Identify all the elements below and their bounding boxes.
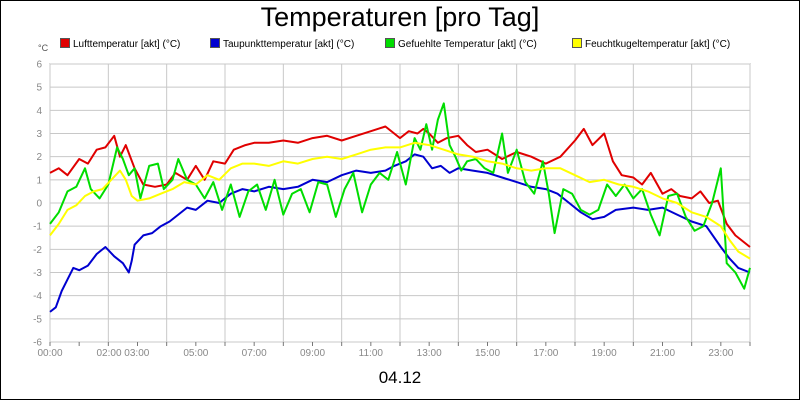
y-tick-label: -3 [33,268,42,279]
x-tick-label: 13:00 [417,348,442,359]
y-tick-label: -2 [33,245,42,256]
series-line-0 [49,125,751,248]
x-tick-label: 15:00 [475,348,500,359]
y-tick-label: 1 [36,175,42,186]
series-line-2 [49,102,751,290]
legend-swatch-feuchtkugeltemperatur [572,38,582,48]
x-tick-label: 02:00 03:00 [97,348,150,359]
y-tick-label: 5 [36,83,42,94]
chart-title: Temperaturen [pro Tag] [260,2,540,32]
series-line-1 [49,153,751,313]
legend-item-taupunkttemperatur: Taupunkttemperatur [akt] (°C) [210,38,354,50]
y-axis-unit: °C [38,43,49,53]
legend-item-lufttemperatur: Lufttemperatur [akt] (°C) [60,38,180,50]
x-tick-label: 07:00 [242,348,267,359]
y-tick-label: -1 [33,222,42,233]
x-tick-label: 00:00 [37,348,62,359]
y-tick-label: -5 [33,314,42,325]
x-tick-label: 05:00 [183,348,208,359]
legend-swatch-lufttemperatur [60,38,70,48]
x-tick-label: 17:00 [533,348,558,359]
legend-item-gefuehlte-temperatur: Gefuehlte Temperatur [akt] (°C) [385,38,537,50]
x-tick-label: 09:00 [300,348,325,359]
x-tick-label: 21:00 [650,348,675,359]
y-tick-label: -4 [33,291,42,302]
y-tick-label: 6 [36,60,42,71]
legend-item-feuchtkugeltemperatur: Feuchtkugeltemperatur [akt] (°C) [572,38,730,50]
y-tick-label: 4 [36,106,42,117]
y-tick-label: -6 [33,338,42,349]
date-label: 04.12 [378,368,422,387]
legend-swatch-gefuehlte-temperatur [385,38,395,48]
x-tick-label: 11:00 [359,348,384,359]
x-tick-label: 23:00 [708,348,733,359]
legend-label: Gefuehlte Temperatur [akt] (°C) [398,39,537,50]
legend-label: Taupunkttemperatur [akt] (°C) [223,39,355,50]
legend-label: Feuchtkugeltemperatur [akt] (°C) [585,39,731,50]
series-line-3 [49,141,751,260]
legend-swatch-taupunkttemperatur [210,38,220,48]
y-tick-label: 3 [36,129,42,140]
legend-label: Lufttemperatur [akt] (°C) [73,39,181,50]
x-tick-label: 19:00 [592,348,617,359]
y-tick-label: 0 [36,199,42,210]
y-tick-label: 2 [36,152,42,163]
